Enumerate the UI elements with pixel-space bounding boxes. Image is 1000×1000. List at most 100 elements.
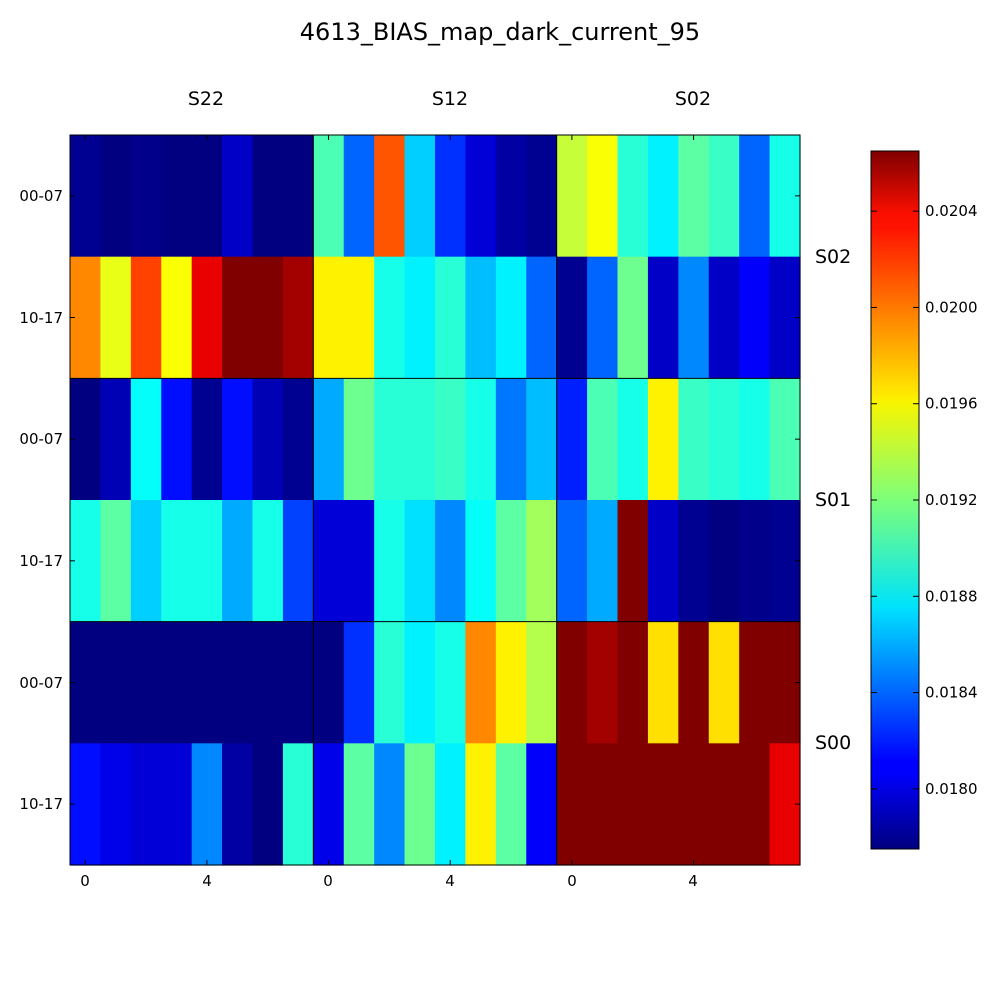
heatmap-cell [617,500,649,623]
heatmap-cell [404,621,436,744]
colorbar-tick-label: 0.0192 [925,491,978,509]
x-tick-label: 0 [323,872,333,890]
heatmap-cell [647,743,679,866]
row-label: 10-17 [19,552,63,570]
heatmap-cell [343,621,375,744]
heatmap-cell [374,135,406,258]
colorbar-tick-label: 0.0200 [925,298,978,316]
heatmap-cell [708,500,740,623]
heatmap-cell [587,743,619,866]
heatmap-cell [161,256,193,379]
column-section-label: S02 [675,88,711,110]
heatmap-cell [526,621,558,744]
x-tick-labels: 0 4 0 4 0 4 [80,872,698,890]
heatmap-cell [708,256,740,379]
heatmap-cell [100,256,132,379]
x-tick-label: 4 [445,872,455,890]
heatmap-cell [435,256,467,379]
row-section-labels: S02 S01 S00 [815,246,851,754]
heatmap-cell [526,256,558,379]
row-label: 00-07 [19,430,63,448]
heatmap-cell [313,743,345,866]
heatmap-cell [374,378,406,501]
heatmap-cell [70,135,102,258]
heatmap-cell [191,256,223,379]
heatmap-cells [70,135,801,866]
heatmap-cell [130,135,162,258]
x-tick-label: 0 [567,872,577,890]
colorbar-tick-label: 0.0184 [925,684,978,702]
heatmap-cell [465,378,497,501]
heatmap-cell [526,743,558,866]
heatmap-cell [191,743,223,866]
heatmap-cell [739,621,771,744]
heatmap-cell [313,621,345,744]
heatmap-cell [343,256,375,379]
heatmap-cell [343,378,375,501]
heatmap-cell [678,621,710,744]
heatmap-cell [100,135,132,258]
heatmap-cell [495,743,527,866]
heatmap-cell [222,743,254,866]
heatmap-cell [343,743,375,866]
heatmap-cell [222,621,254,744]
heatmap-cell [343,500,375,623]
heatmap-cell [191,500,223,623]
heatmap-cell [374,621,406,744]
heatmap-cell [495,135,527,258]
heatmap-cell [556,743,588,866]
heatmap-cell [495,621,527,744]
heatmap-cell [708,621,740,744]
heatmap-cell [282,500,314,623]
heatmap-cell [739,743,771,866]
heatmap-cell [435,743,467,866]
heatmap-cell [313,135,345,258]
heatmap-cell [252,500,284,623]
heatmap-cell [222,378,254,501]
heatmap-cell [313,500,345,623]
x-tick-label: 4 [202,872,212,890]
heatmap-cell [556,256,588,379]
heatmap-cell [647,256,679,379]
row-section-label: S00 [815,732,851,754]
heatmap-cell [465,500,497,623]
heatmap-cell [161,621,193,744]
heatmap-cell [739,500,771,623]
heatmap-cell [495,500,527,623]
colorbar-ticks: 0.0180 0.0184 0.0188 0.0192 0.0196 0.0200 0.02… [871,202,978,798]
heatmap-cell [617,378,649,501]
section-dividers [70,135,800,865]
heatmap-cell [100,621,132,744]
heatmap-cell [708,378,740,501]
row-label: 10-17 [19,309,63,327]
heatmap-cell [617,256,649,379]
heatmap-cell [282,743,314,866]
x-tick-label: 4 [688,872,698,890]
heatmap-cell [374,256,406,379]
heatmap-cell [282,621,314,744]
heatmap-cell [70,621,102,744]
colorbar [870,150,920,850]
heatmap-cell [404,256,436,379]
heatmap-cell [556,135,588,258]
heatmap-cell [404,500,436,623]
plot-frame [69,134,801,866]
heatmap-cell [70,378,102,501]
heatmap-cell [130,378,162,501]
heatmap-cell [647,621,679,744]
heatmap-cell [222,256,254,379]
heatmap-cell [587,256,619,379]
heatmap-cell [222,500,254,623]
heatmap-cell [465,135,497,258]
heatmap-cell [374,743,406,866]
heatmap-cell [282,378,314,501]
heatmap-cell [313,256,345,379]
heatmap-cell [587,135,619,258]
column-section-label: S22 [188,88,224,110]
heatmap-cell [374,500,406,623]
heatmap-cell [70,743,102,866]
heatmap-cell [130,743,162,866]
heatmap-cell [495,256,527,379]
heatmap-cell [617,135,649,258]
